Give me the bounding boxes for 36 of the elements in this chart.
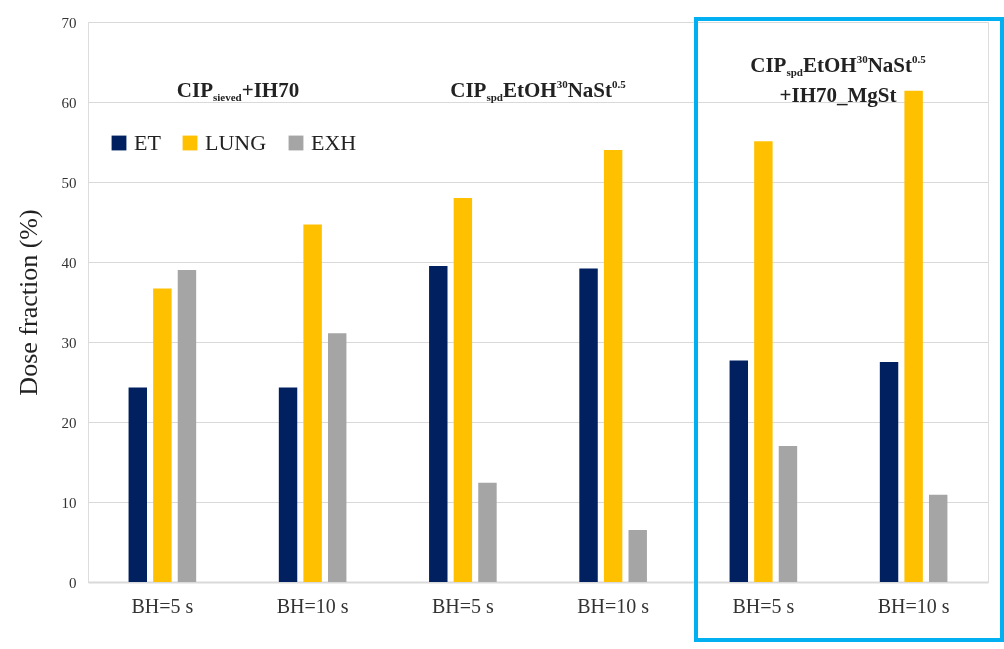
bar: [904, 90, 923, 582]
bar: [754, 141, 773, 582]
bar: [278, 387, 298, 582]
legend-label: LUNG: [205, 130, 267, 155]
bar: [603, 150, 623, 582]
bar: [628, 530, 647, 582]
y-tick-label: 40: [61, 254, 77, 271]
bar: [303, 224, 322, 582]
bar: [478, 482, 497, 582]
bar: [879, 362, 899, 582]
x-tick-label: BH=5 s: [431, 594, 495, 617]
bar: [778, 446, 798, 582]
bar: [453, 198, 473, 582]
x-tick-label: BH=5 s: [131, 594, 194, 617]
bar: [729, 360, 749, 582]
x-tick-label: BH=5 s: [732, 594, 795, 617]
x-tick-label: BH=10 s: [877, 594, 950, 617]
bar: [327, 333, 347, 582]
bar: [153, 288, 172, 582]
y-tick-label: 60: [61, 94, 77, 111]
x-tick-label: BH=10 s: [276, 594, 349, 617]
y-tick-label: 10: [61, 494, 77, 511]
y-tick-label: 70: [61, 14, 77, 31]
bar: [928, 494, 948, 582]
y-tick-label: 0: [69, 574, 77, 591]
y-tick-label: 20: [61, 414, 77, 431]
bar: [128, 387, 148, 582]
bar: [429, 266, 448, 582]
bar: [177, 270, 197, 582]
y-axis-title: Dose fraction (%): [13, 209, 43, 396]
y-tick-label: 50: [61, 174, 77, 191]
legend-label: EXH: [311, 130, 357, 155]
bar: [579, 268, 598, 582]
legend-label: ET: [134, 130, 162, 155]
x-tick-label: BH=10 s: [577, 594, 650, 617]
y-tick-label: 30: [61, 334, 77, 351]
